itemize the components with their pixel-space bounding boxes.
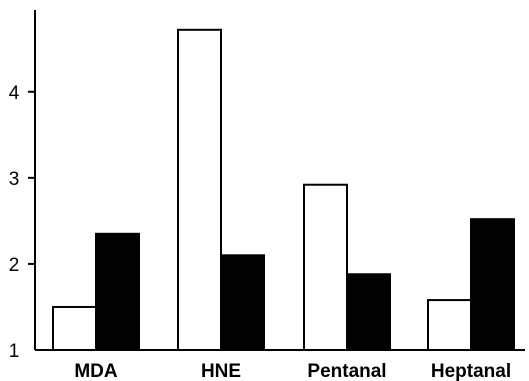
bar-pentanal-filled (346, 273, 391, 352)
x-category-label: MDA (74, 361, 118, 381)
y-tick-label: 1 (9, 341, 20, 362)
y-tick-label: 3 (9, 169, 20, 190)
bar-heptanal-filled (470, 218, 515, 351)
x-category-label: Heptanal (431, 361, 511, 381)
bar-pentanal-open (303, 183, 348, 351)
y-tick-label: 2 (9, 255, 20, 276)
bar-heptanal-open (427, 299, 472, 352)
bar-hne-open (177, 28, 222, 352)
category-labels-group: MDA HNE Pentanal Heptanal (74, 361, 511, 381)
x-category-label: Pentanal (307, 361, 386, 381)
bar-hne-filled (220, 254, 265, 351)
bar-mda-open (52, 305, 97, 352)
x-category-label: HNE (201, 361, 241, 381)
bars-group (52, 28, 515, 352)
y-tick-label: 4 (9, 83, 20, 104)
bar-mda-filled (95, 232, 140, 351)
y-ticks-group: 1 2 3 4 (9, 83, 35, 362)
